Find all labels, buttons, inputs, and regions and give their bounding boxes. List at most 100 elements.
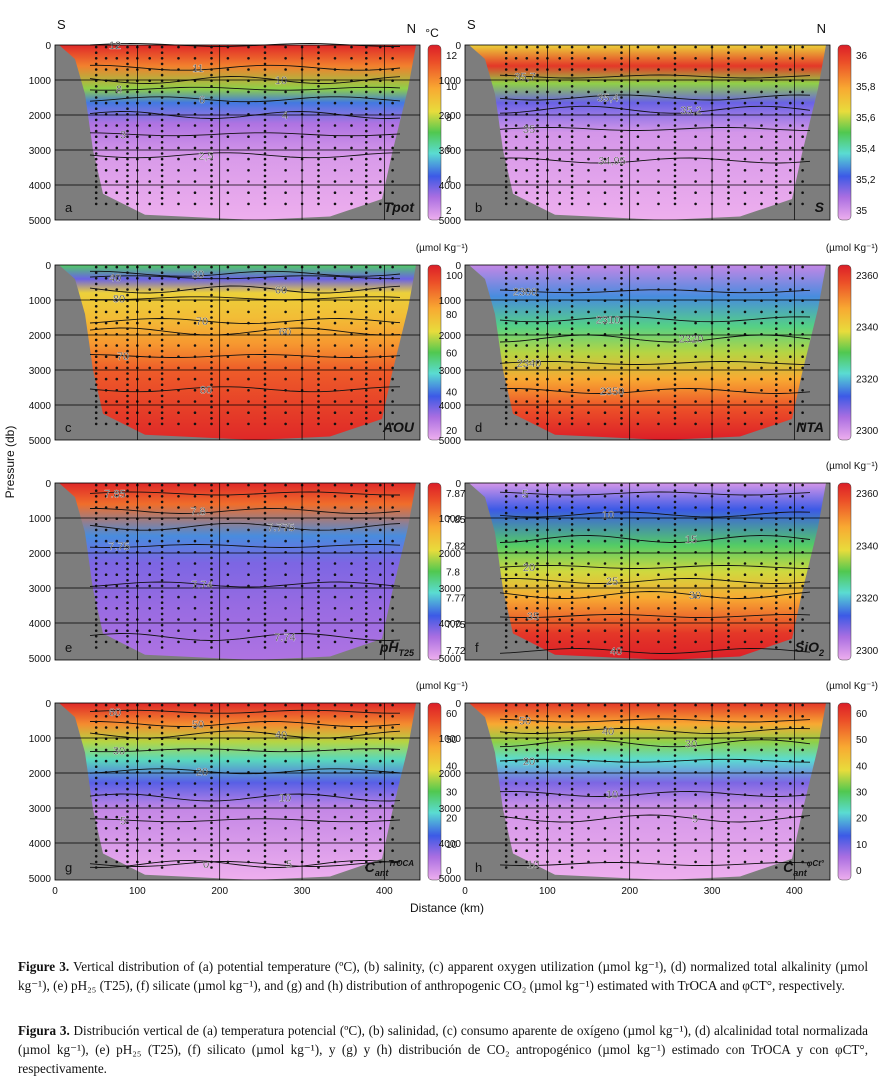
station-sample-dot [247, 495, 250, 498]
station-sample-dot [570, 506, 574, 509]
station-sample-dot [525, 146, 529, 150]
station-sample-dot [570, 782, 574, 785]
station-sample-dot [727, 202, 730, 206]
station-sample-dot [727, 327, 730, 331]
station-sample-dot [570, 748, 574, 752]
station-sample-dot [94, 338, 98, 342]
station-sample-dot [727, 782, 730, 785]
station-sample-dot [620, 45, 623, 49]
station-sample-dot [247, 607, 250, 610]
station-sample-dot [350, 595, 353, 599]
station-sample-dot [317, 400, 320, 403]
station-sample-dot [603, 277, 607, 280]
station-sample-dot [775, 45, 778, 49]
station-sample-dot [126, 849, 129, 852]
station-sample-dot [333, 562, 337, 565]
station-sample-dot [536, 646, 539, 649]
station-sample-dot [210, 618, 213, 621]
station-sample-dot [160, 202, 164, 206]
station-sample-dot [350, 202, 353, 206]
station-sample-dot [673, 765, 677, 768]
station-sample-dot [743, 584, 747, 588]
station-sample-dot [504, 855, 508, 858]
station-sample-dot [504, 618, 508, 621]
contour-label: 80 [200, 384, 212, 396]
station-sample-dot [536, 366, 539, 370]
station-sample-dot [148, 782, 151, 785]
contour-line [499, 578, 811, 584]
station-sample-dot [570, 855, 574, 858]
station-sample-dot [94, 618, 98, 621]
station-sample-dot [104, 277, 108, 280]
station-sample-dot [317, 855, 320, 858]
station-sample-dot [263, 799, 267, 802]
station-sample-dot [226, 288, 230, 291]
station-sample-dot [514, 422, 518, 426]
station-sample-dot [536, 782, 539, 785]
station-sample-dot [673, 511, 677, 515]
station-sample-dot [126, 101, 129, 105]
colorbar-tick-label: 36 [856, 51, 868, 62]
station-sample-dot [391, 804, 394, 808]
station-sample-dot [391, 288, 394, 291]
station-sample-dot [104, 191, 108, 194]
contour-label: 5 [286, 859, 292, 871]
station-sample-dot [673, 124, 677, 127]
station-sample-dot [263, 748, 267, 752]
station-sample-dot [391, 169, 394, 172]
station-sample-dot [350, 366, 353, 370]
station-sample-dot [587, 157, 590, 161]
station-sample-dot [727, 157, 730, 161]
station-sample-dot [226, 804, 230, 808]
station-sample-dot [193, 815, 197, 819]
station-sample-dot [379, 703, 382, 707]
station-sample-dot [160, 612, 164, 616]
x-tick-label: 300 [704, 886, 721, 897]
station-sample-dot [620, 288, 623, 291]
station-sample-dot [673, 500, 677, 504]
station-sample-dot [350, 815, 353, 819]
station-sample-dot [673, 556, 677, 560]
station-sample-dot [160, 146, 164, 150]
station-sample-dot [694, 411, 697, 415]
station-sample-dot [160, 310, 164, 314]
station-sample-dot [391, 57, 394, 60]
contour-line [89, 860, 401, 868]
panel-frame [54, 44, 421, 221]
station-sample-dot [536, 202, 539, 206]
station-sample-dot [536, 321, 539, 325]
station-sample-dot [391, 562, 394, 565]
station-sample-dot [317, 804, 320, 808]
station-sample-dot [636, 849, 640, 852]
station-sample-dot [603, 827, 607, 830]
station-sample-dot [210, 754, 213, 757]
station-sample-dot [247, 804, 250, 808]
station-sample-dot [775, 202, 778, 206]
contour-line [89, 285, 401, 294]
station-sample-dot [620, 349, 623, 353]
station-sample-dot [603, 377, 607, 381]
station-sample-dot [801, 288, 804, 291]
station-sample-dot [226, 57, 230, 60]
station-sample-dot [727, 754, 730, 757]
station-sample-dot [587, 539, 590, 543]
station-sample-dot [603, 366, 607, 370]
station-sample-dot [94, 629, 98, 632]
station-sample-dot [94, 539, 98, 543]
station-sample-dot [673, 595, 677, 599]
station-sample-dot [760, 277, 763, 280]
station-sample-dot [226, 640, 230, 644]
station-sample-dot [504, 720, 508, 724]
station-sample-dot [317, 640, 320, 644]
station-sample-dot [775, 804, 778, 808]
station-sample-dot [673, 849, 677, 852]
station-sample-dot [115, 838, 119, 841]
station-sample-dot [760, 782, 763, 785]
station-sample-dot [379, 202, 382, 206]
station-sample-dot [620, 607, 623, 610]
station-sample-dot [126, 293, 129, 297]
station-sample-dot [317, 271, 320, 275]
station-sample-dot [126, 349, 129, 353]
station-sample-dot [620, 821, 623, 824]
station-sample-dot [775, 90, 778, 94]
